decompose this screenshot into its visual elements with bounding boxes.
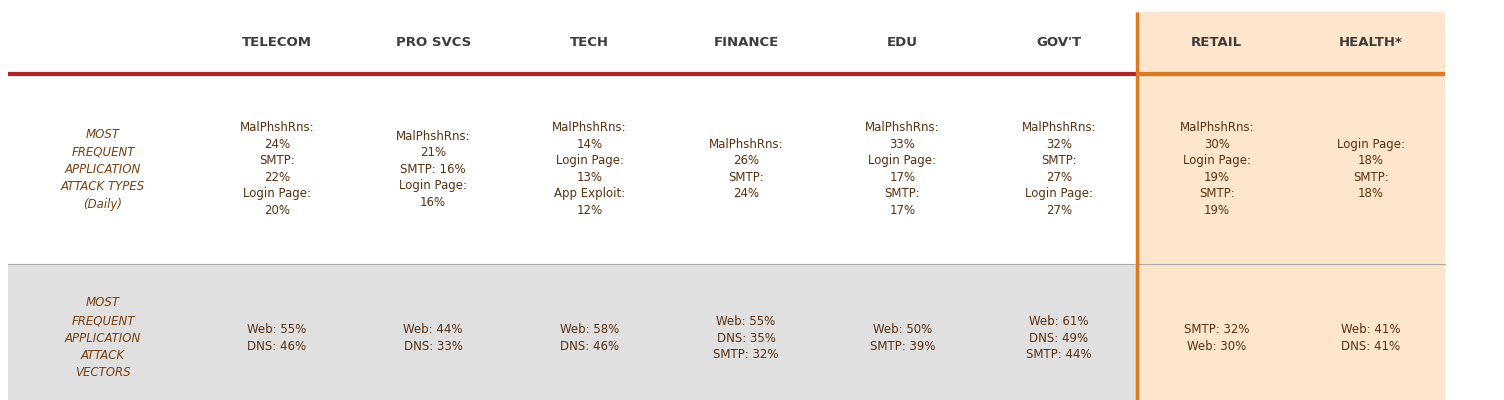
Bar	[199, 12, 355, 74]
Bar	[824, 12, 981, 74]
Bar	[511, 264, 668, 400]
Bar	[981, 264, 1137, 400]
Bar	[668, 264, 824, 400]
Bar	[355, 12, 511, 74]
Text: Web: 58%
DNS: 46%: Web: 58% DNS: 46%	[559, 323, 620, 353]
Bar	[1137, 264, 1296, 400]
Bar	[824, 74, 981, 264]
Bar	[1296, 74, 1445, 264]
Text: MalPhshRns:
21%
SMTP: 16%
Login Page:
16%: MalPhshRns: 21% SMTP: 16% Login Page: 16…	[396, 130, 471, 208]
Text: MalPhshRns:
30%
Login Page:
19%
SMTP:
19%: MalPhshRns: 30% Login Page: 19% SMTP: 19…	[1179, 121, 1254, 217]
Bar	[199, 264, 355, 400]
Bar	[981, 74, 1137, 264]
Bar	[1137, 74, 1296, 264]
Bar	[981, 12, 1137, 74]
Bar	[355, 74, 511, 264]
Text: HEALTH*: HEALTH*	[1339, 36, 1403, 50]
Bar	[1296, 12, 1445, 74]
Text: RETAIL: RETAIL	[1191, 36, 1242, 50]
Text: MOST
FREQUENT
APPLICATION
ATTACK
VECTORS: MOST FREQUENT APPLICATION ATTACK VECTORS	[65, 296, 141, 380]
Bar	[355, 264, 511, 400]
Bar	[668, 12, 824, 74]
Bar	[1296, 264, 1445, 400]
Bar	[668, 74, 824, 264]
Bar	[199, 74, 355, 264]
Text: MalPhshRns:
14%
Login Page:
13%
App Exploit:
12%: MalPhshRns: 14% Login Page: 13% App Expl…	[552, 121, 627, 217]
Bar	[511, 12, 668, 74]
Text: Web: 50%
SMTP: 39%: Web: 50% SMTP: 39%	[869, 323, 935, 353]
Text: GOV'T: GOV'T	[1036, 36, 1081, 50]
Bar	[511, 74, 668, 264]
Text: EDU: EDU	[887, 36, 917, 50]
Text: Web: 55%
DNS: 46%: Web: 55% DNS: 46%	[247, 323, 307, 353]
Text: MOST
FREQUENT
APPLICATION
ATTACK TYPES
(Daily): MOST FREQUENT APPLICATION ATTACK TYPES (…	[60, 128, 146, 210]
Bar	[824, 264, 981, 400]
Text: Web: 55%
DNS: 35%
SMTP: 32%: Web: 55% DNS: 35% SMTP: 32%	[713, 315, 779, 361]
Text: MalPhshRns:
24%
SMTP:
22%
Login Page:
20%: MalPhshRns: 24% SMTP: 22% Login Page: 20…	[239, 121, 314, 217]
Text: Web: 61%
DNS: 49%
SMTP: 44%: Web: 61% DNS: 49% SMTP: 44%	[1026, 315, 1092, 361]
Bar	[1137, 12, 1296, 74]
Bar	[8, 12, 199, 74]
Bar	[8, 264, 199, 400]
Text: Web: 44%
DNS: 33%: Web: 44% DNS: 33%	[403, 323, 463, 353]
Text: MalPhshRns:
26%
SMTP:
24%: MalPhshRns: 26% SMTP: 24%	[708, 138, 784, 200]
Text: Web: 41%
DNS: 41%: Web: 41% DNS: 41%	[1342, 323, 1400, 353]
Text: PRO SVCS: PRO SVCS	[396, 36, 471, 50]
Text: Login Page:
18%
SMTP:
18%: Login Page: 18% SMTP: 18%	[1337, 138, 1405, 200]
Text: MalPhshRns:
33%
Login Page:
17%
SMTP:
17%: MalPhshRns: 33% Login Page: 17% SMTP: 17…	[865, 121, 940, 217]
Bar	[8, 74, 199, 264]
Text: TECH: TECH	[570, 36, 609, 50]
Text: SMTP: 32%
Web: 30%: SMTP: 32% Web: 30%	[1184, 323, 1250, 353]
Text: MalPhshRns:
32%
SMTP:
27%
Login Page:
27%: MalPhshRns: 32% SMTP: 27% Login Page: 27…	[1021, 121, 1096, 217]
Text: TELECOM: TELECOM	[242, 36, 311, 50]
Text: FINANCE: FINANCE	[713, 36, 779, 50]
